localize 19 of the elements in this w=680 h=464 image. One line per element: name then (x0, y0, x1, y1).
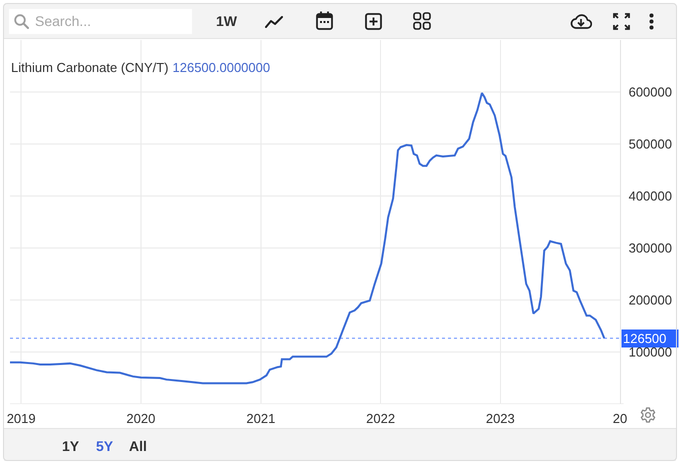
text: Lithium Carbonate (CNY/T) (11, 60, 168, 75)
x-tick-label: 2019 (6, 411, 36, 426)
y-tick-label: 300000 (628, 240, 672, 256)
x-tick-label: 2022 (366, 411, 396, 426)
y-tick-label: 100000 (628, 344, 672, 360)
text: 126500.0000000 (172, 60, 270, 75)
line-series (10, 92, 606, 384)
y-tick-label: 500000 (628, 136, 672, 152)
toolbar: Search... 1W (4, 4, 676, 39)
y-tick-label: 400000 (628, 188, 672, 204)
ref-line-label: 126500 (623, 331, 666, 346)
y-tick-label: 600000 (628, 84, 672, 100)
search-field: Search... (9, 9, 192, 34)
x-tick-label: 2021 (246, 411, 276, 426)
x-tick-label: 20 (612, 411, 628, 426)
x-tick-label: 2023 (486, 411, 515, 426)
y-tick-label: 200000 (628, 292, 672, 308)
range-bar: 1Y 5Y All (4, 428, 676, 461)
x-tick-label: 2020 (126, 411, 156, 426)
